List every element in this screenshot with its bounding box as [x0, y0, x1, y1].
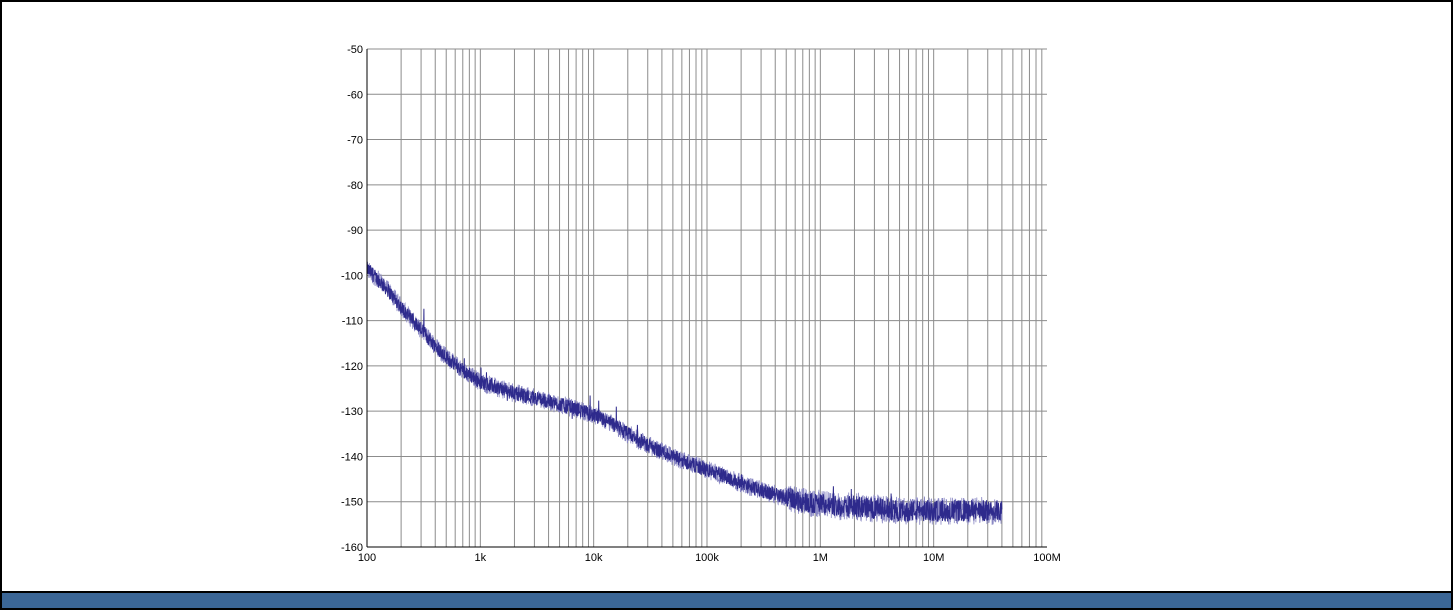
x-tick-label: 100k — [695, 552, 719, 564]
y-tick-label: -70 — [347, 135, 363, 147]
y-tick-label: -110 — [342, 316, 363, 328]
y-tick-label: -150 — [341, 497, 363, 509]
y-tick-label: -80 — [347, 180, 363, 192]
y-tick-label: -120 — [341, 361, 363, 373]
y-tick-label: -90 — [347, 225, 363, 237]
series-trace — [366, 261, 1003, 522]
axes — [366, 49, 1047, 548]
x-tick-label: 100 — [358, 552, 376, 564]
x-tick-label: 1M — [813, 552, 828, 564]
y-tick-label: -60 — [347, 89, 363, 101]
noise-spectrum-chart: -50 -60 -70 -80 -90 -100 -110 -120 -130 -140 -150 -… — [341, 44, 1061, 564]
x-tick-label: 1k — [475, 552, 487, 564]
series-trace-group — [366, 261, 1003, 525]
y-tick-label: -140 — [341, 451, 363, 463]
y-tick-label: -160 — [341, 542, 363, 554]
bottom-bar — [2, 591, 1451, 608]
x-tick-label: 10k — [585, 552, 603, 564]
y-tick-label: -50 — [347, 44, 363, 56]
series-trace-noise — [366, 262, 1003, 525]
y-tick-label: -130 — [341, 406, 363, 418]
x-tick-label: 100M — [1033, 552, 1061, 564]
tick-labels: -50 -60 -70 -80 -90 -100 -110 -120 -130 -140 -150 -… — [341, 44, 1061, 564]
y-tick-label: -100 — [341, 270, 363, 282]
x-tick-label: 10M — [923, 552, 944, 564]
